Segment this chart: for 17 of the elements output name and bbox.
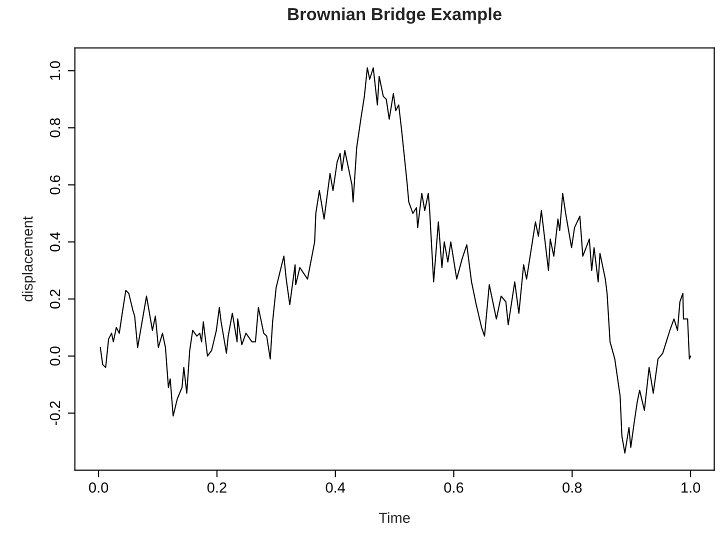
x-tick-label: 0.0 [88,482,108,493]
y-tick-label: 0.4 [50,232,60,252]
x-tick-label: 0.4 [326,482,346,493]
line-series [100,67,692,454]
x-axis-title: Time [378,512,410,523]
y-tick-label: 0.0 [50,346,60,366]
x-tick-label: 1.0 [682,482,700,493]
x-tick-label: 0.8 [562,482,582,493]
y-tick-label: 1.0 [50,61,60,80]
x-tick-label: 0.6 [444,482,464,493]
chart-title: Brownian Bridge Example [288,8,502,24]
y-tick-label: 0.8 [50,118,60,138]
y-tick-label: 0.2 [50,290,60,309]
y-tick-label: -0.2 [50,401,60,426]
y-axis-title: displacement [22,216,36,302]
y-tick-label: 0.6 [50,175,60,194]
x-tick-label: 0.2 [207,482,226,493]
